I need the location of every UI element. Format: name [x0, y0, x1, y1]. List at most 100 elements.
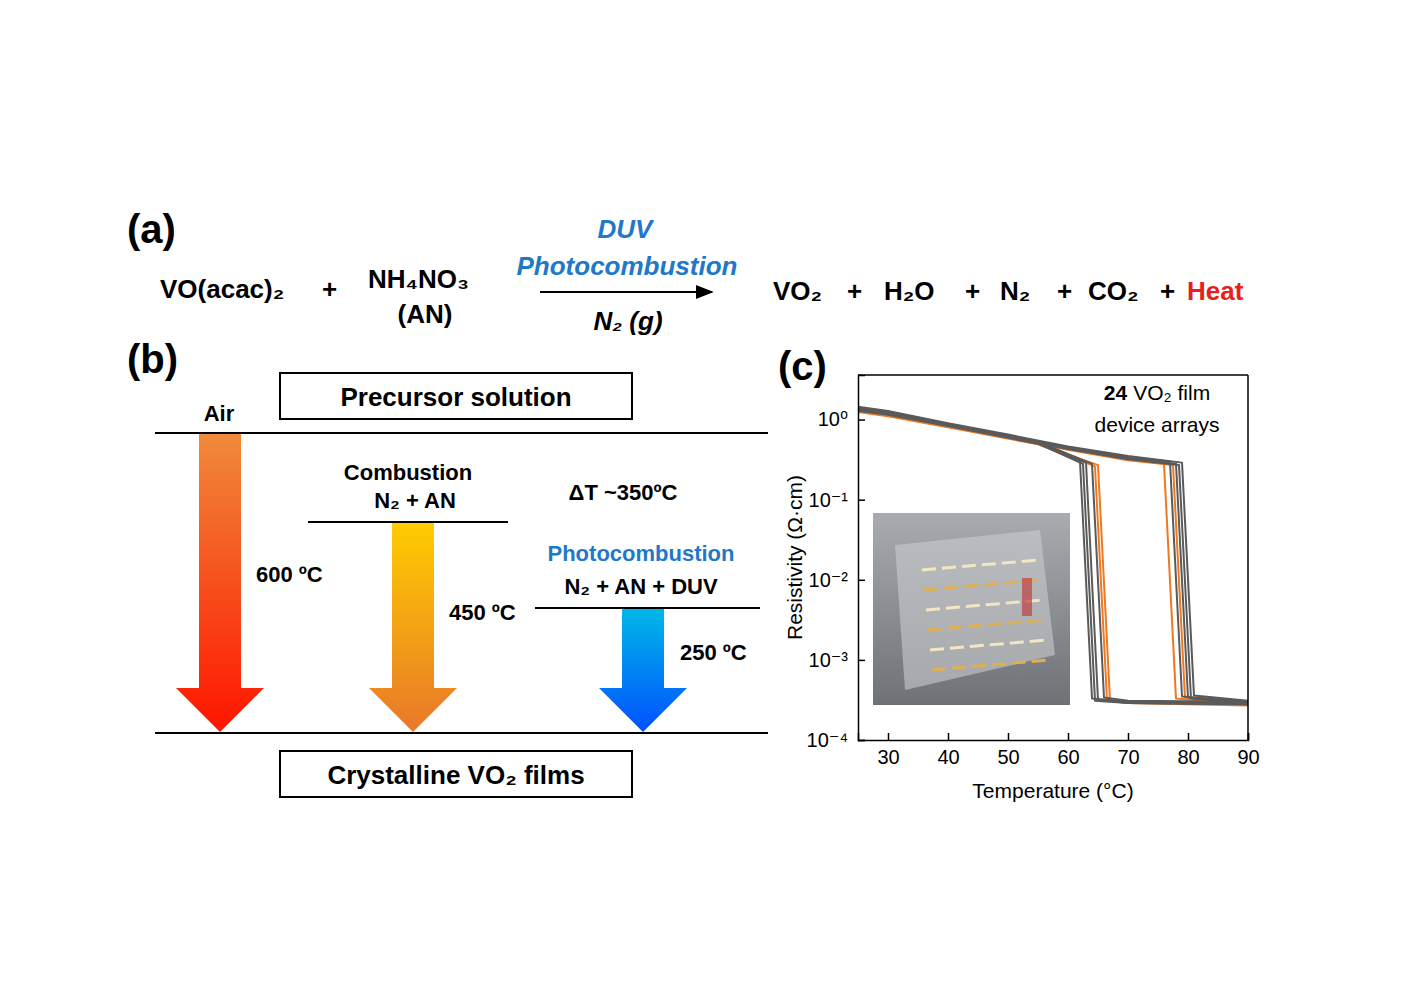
process-arrow — [599, 609, 687, 732]
process-arrow — [369, 523, 457, 732]
route-title: Photocombustion — [548, 541, 735, 566]
photo-electrodes — [932, 660, 1048, 670]
level-line — [535, 607, 760, 609]
box-label: Crystalline VO₂ films — [327, 760, 584, 790]
x-tick: 90 — [1237, 733, 1259, 768]
y-tick: 10⁻⁴ — [807, 729, 865, 751]
y-tick-mark — [858, 740, 865, 742]
x-tick-label: 50 — [997, 746, 1019, 768]
y-axis-line — [859, 376, 866, 741]
x-tick: 60 — [1057, 733, 1079, 768]
level-line — [155, 732, 768, 734]
annotation-count: 24 — [1104, 381, 1128, 404]
y-tick-mark — [858, 419, 865, 421]
annotation-text: VO₂ film — [1133, 381, 1210, 404]
photo-substrate — [895, 530, 1055, 690]
x-axis-title: Temperature (°C) — [972, 779, 1133, 802]
arrow-label: Photocombustion — [517, 251, 738, 281]
product: Heat — [1187, 276, 1244, 306]
hysteresis-curve — [858, 409, 1248, 704]
delta-t: ΔT ~350ºC — [569, 480, 678, 505]
product: N₂ — [1000, 276, 1030, 306]
product: + — [1057, 276, 1072, 306]
temperature: 450 ºC — [449, 600, 516, 625]
x-tick-label: 40 — [937, 746, 959, 768]
x-tick: 40 — [937, 733, 959, 768]
route-title: N₂ + AN + DUV — [564, 574, 718, 599]
level-line — [155, 432, 768, 434]
frame — [1247, 375, 1249, 740]
product: H₂O — [884, 276, 935, 306]
y-tick-label: 10⁻¹ — [809, 489, 849, 511]
x-tick: 70 — [1117, 733, 1139, 768]
x-tick-mark — [1188, 733, 1190, 740]
x-axis-line — [859, 733, 1249, 741]
y-tick: 10⁻¹ — [809, 489, 865, 511]
hysteresis-curve — [858, 410, 1248, 704]
y-axis: 10⁻⁴ 10⁻³ 10⁻² 10⁻¹ 10⁰ — [807, 376, 865, 751]
reactant: NH₄NO₃ — [368, 264, 469, 294]
x-tick-label: 80 — [1177, 746, 1199, 768]
product: CO₂ — [1088, 276, 1139, 306]
product: + — [1160, 276, 1175, 306]
x-tick: 50 — [997, 733, 1019, 768]
x-tick-label: 70 — [1117, 746, 1139, 768]
y-tick-mark — [858, 660, 865, 662]
panel-label: (a) — [127, 207, 176, 251]
process-arrow — [176, 434, 264, 732]
box — [280, 373, 632, 419]
photo-detail — [1022, 578, 1032, 616]
y-tick-mark — [858, 580, 865, 582]
x-tick-mark — [888, 733, 890, 740]
photo-electrodes — [930, 640, 1046, 650]
x-tick: 80 — [1177, 733, 1199, 768]
reactant-note: (AN) — [398, 299, 453, 329]
x-tick-mark — [948, 733, 950, 740]
photo-electrodes — [928, 620, 1044, 630]
x-tick-label: 60 — [1057, 746, 1079, 768]
x-tick-label: 30 — [877, 746, 899, 768]
temperature: 250 ºC — [680, 640, 747, 665]
product: + — [965, 276, 980, 306]
y-tick-label: 10⁻⁴ — [807, 729, 848, 751]
panel-label: (b) — [127, 337, 178, 381]
box — [280, 751, 632, 797]
frame — [858, 374, 1248, 376]
y-tick-label: 10⁰ — [818, 408, 848, 430]
y-tick: 10⁰ — [818, 408, 865, 430]
y-tick: 10⁻³ — [809, 649, 865, 671]
arrow-label: DUV — [598, 214, 656, 244]
x-tick: 30 — [877, 733, 899, 768]
route-title: N₂ + AN — [374, 488, 456, 513]
x-tick-mark — [1008, 733, 1010, 740]
level-line — [308, 521, 508, 523]
figure: (a) VO(acac)₂ + NH₄NO₃ (AN) DUV Photocombustio… — [0, 0, 1403, 992]
hysteresis-curve — [858, 410, 1248, 705]
reactant: VO(acac)₂ — [160, 274, 284, 304]
annotation: 24VO₂ film — [1104, 381, 1210, 404]
box-label: Precursor solution — [340, 382, 571, 412]
panel-b: (b) Precursor solution Crystalline VO₂ fil… — [127, 337, 768, 797]
x-tick-mark — [1068, 733, 1070, 740]
annotation-text: device arrays — [1095, 413, 1220, 436]
y-tick-label: 10⁻² — [809, 569, 849, 591]
y-tick: 10⁻² — [809, 569, 865, 591]
y-tick-mark — [858, 499, 865, 501]
y-tick-label: 10⁻³ — [809, 649, 849, 671]
route-title: Combustion — [344, 460, 472, 485]
panel-c: (c)3040506070809010⁻⁴10⁻³10⁻²10⁻¹10⁰Temp… — [778, 344, 1260, 802]
panel-a: (a) VO(acac)₂ + NH₄NO₃ (AN) DUV Photocombustio… — [127, 207, 1244, 336]
x-tick-mark — [1248, 733, 1250, 740]
photo-electrodes — [922, 560, 1038, 570]
reaction-arrow — [540, 291, 712, 293]
temperature: 600 ºC — [256, 562, 323, 587]
x-tick-mark — [1128, 733, 1130, 740]
y-axis-title: Resistivity (Ω·cm) — [783, 475, 806, 640]
x-axis: 30 40 50 60 70 80 90 — [859, 733, 1260, 768]
arrow-label: N₂ (g) — [593, 306, 662, 336]
product: + — [847, 276, 862, 306]
x-tick-label: 90 — [1237, 746, 1259, 768]
product: VO₂ — [773, 276, 822, 306]
plot-area — [858, 407, 1248, 706]
inset-photo — [873, 513, 1070, 705]
